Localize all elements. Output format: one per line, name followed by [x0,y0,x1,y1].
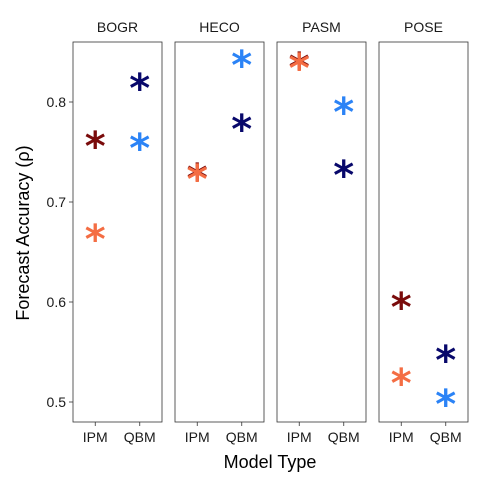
x-tick-label: IPM [287,429,312,445]
y-tick-label: 0.7 [47,194,67,210]
y-tick-label: 0.6 [47,294,67,310]
data-point: * [129,126,150,172]
data-point: * [187,157,208,203]
data-point: * [289,46,310,92]
data-point: * [435,338,456,384]
x-axis-title: Model Type [224,452,317,472]
data-point: * [391,285,412,331]
y-tick-label: 0.5 [47,394,67,410]
data-point: * [231,107,252,153]
facet-strip-label: POSE [404,19,443,35]
y-tick-label: 0.8 [47,94,67,110]
data-point: * [231,43,252,89]
facet-strip-label: PASM [302,19,341,35]
x-tick-label: QBM [124,429,156,445]
data-point: * [333,153,354,199]
x-tick-label: QBM [328,429,360,445]
y-axis-title: Forecast Accuracy (ρ) [13,145,33,320]
data-point: * [129,66,150,112]
data-point: * [85,217,106,263]
x-tick-label: QBM [430,429,462,445]
data-point: * [85,124,106,170]
facet-strip-label: BOGR [97,19,138,35]
data-point: * [333,90,354,136]
x-tick-label: IPM [185,429,210,445]
x-tick-label: IPM [83,429,108,445]
facet-panel-bogr: BOGR IPM QBM * * * * [73,19,162,445]
data-point: * [435,382,456,428]
x-tick-label: IPM [389,429,414,445]
facet-strip-label: HECO [199,19,240,35]
x-tick-label: QBM [226,429,258,445]
panel-frame [175,42,264,422]
data-point: * [391,361,412,407]
